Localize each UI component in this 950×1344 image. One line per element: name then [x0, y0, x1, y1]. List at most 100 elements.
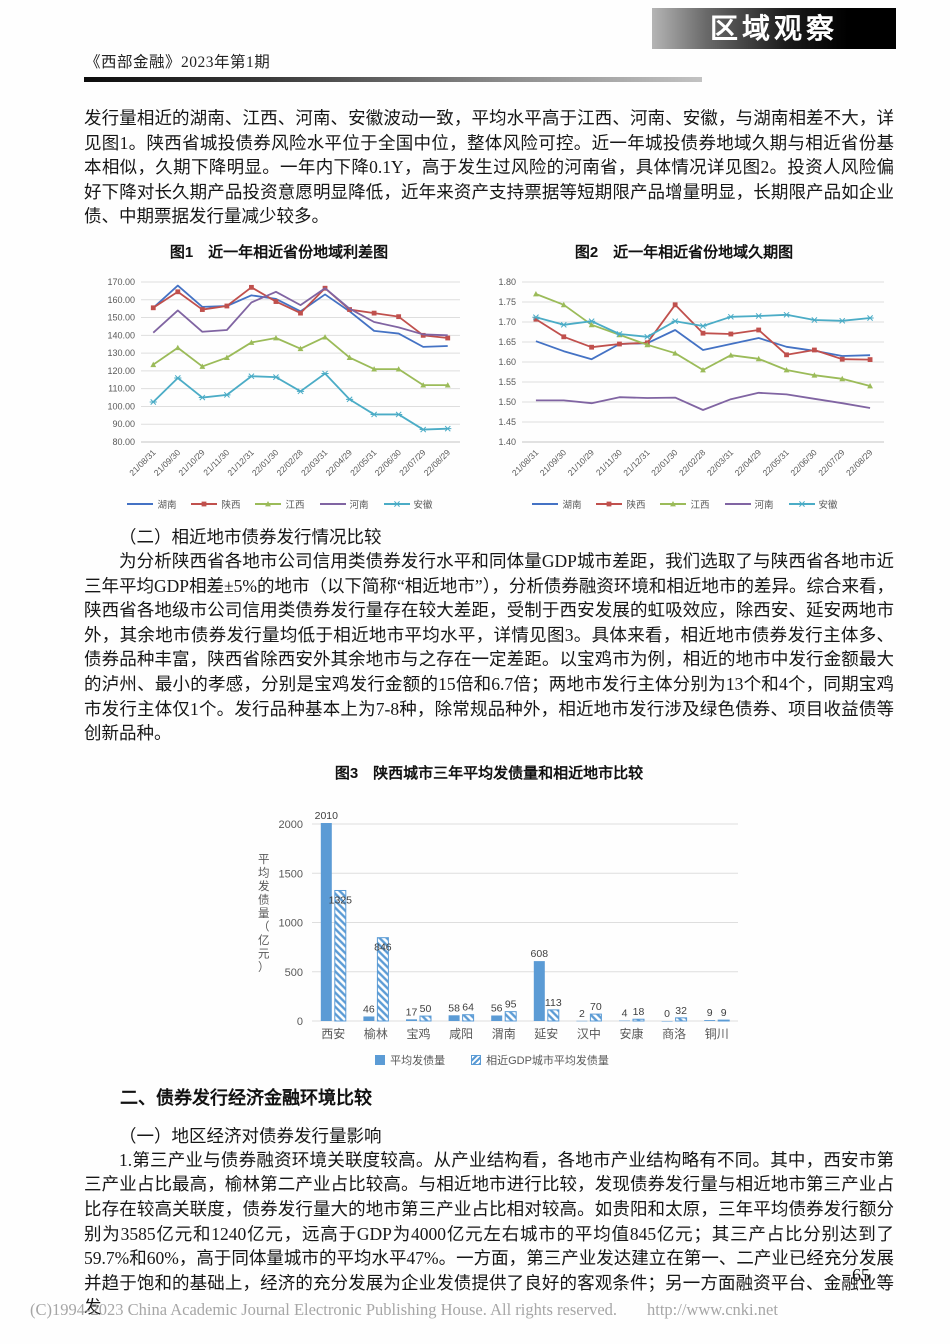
legend-item: 河南: [723, 497, 774, 511]
svg-text:22/08/29: 22/08/29: [844, 447, 875, 478]
fig3-svg: 0500100015002000平均发债量（亿元）西安20101325榆林468…: [258, 810, 738, 1041]
figure-titles-row: 图1 近一年相近省份地域利差图 图2 近一年相近省份地域久期图: [84, 241, 894, 262]
svg-text:21/10/29: 21/10/29: [566, 447, 597, 478]
legend-label: 安徽: [413, 499, 433, 511]
header-rule: [84, 77, 702, 82]
svg-text:17: 17: [406, 1006, 418, 1018]
svg-text:1.45: 1.45: [498, 417, 516, 427]
legend-item: 江西: [658, 497, 710, 511]
figure2-line-chart: 1.40 1.45 1.50 1.55 1.60 1.65 1.70 1.75 1.80 21/0…: [474, 268, 894, 511]
chart-legend: 平均发债量 相近GDP城市平均发债量: [222, 1052, 762, 1068]
legend-label: 陕西: [626, 499, 646, 511]
svg-text:130.00: 130.00: [107, 348, 135, 358]
svg-text:延安: 延安: [534, 1026, 558, 1041]
legend-item: 平均发债量: [375, 1052, 445, 1068]
svg-text:0: 0: [297, 1016, 303, 1028]
svg-text:32: 32: [675, 1005, 687, 1017]
chart-legend: 湖南 陕西 江西 河南 安徽: [84, 497, 474, 511]
svg-text:21/08/31: 21/08/31: [510, 447, 541, 478]
svg-text:1.80: 1.80: [498, 277, 516, 287]
figure1-line-chart: 80.00 90.00 100.00 110.00 120.00 130.00 140.00…: [84, 268, 474, 511]
footer-url: http://www.cnki.net: [647, 1300, 778, 1319]
subsection-heading-economy: （一）地区经济对债券发行量影响: [119, 1125, 382, 1146]
fig2-svg: 1.40 1.45 1.50 1.55 1.60 1.65 1.70 1.75 1.80 21/0…: [498, 277, 884, 478]
fig1-svg: 80.00 90.00 100.00 110.00 120.00 130.00 140.00…: [107, 277, 460, 478]
chart-legend: 湖南 陕西 江西 河南 安徽: [474, 497, 894, 511]
svg-text:平均发债量（亿元）: 平均发债量（亿元）: [258, 854, 270, 974]
legend-label: 江西: [690, 499, 710, 511]
svg-text:榆林: 榆林: [364, 1026, 388, 1041]
figure3-title: 图3 陕西城市三年平均发债量和相近地市比较: [334, 764, 644, 782]
svg-text:0: 0: [664, 1008, 670, 1020]
svg-text:18: 18: [633, 1006, 645, 1018]
svg-text:1.40: 1.40: [498, 437, 516, 447]
svg-text:铜川: 铜川: [705, 1026, 729, 1041]
legend-label: 湖南: [562, 499, 582, 511]
svg-text:113: 113: [545, 997, 562, 1009]
legend-item: 湖南: [530, 497, 581, 511]
svg-text:21/11/30: 21/11/30: [594, 447, 624, 477]
svg-text:22/05/31: 22/05/31: [760, 447, 791, 478]
svg-text:西安: 西安: [321, 1026, 345, 1041]
solid-swatch: [375, 1054, 386, 1065]
svg-text:58: 58: [448, 1002, 460, 1014]
section-heading-economy: 二、债券发行经济金融环境比较: [120, 1087, 372, 1108]
svg-text:90.00: 90.00: [112, 419, 135, 429]
svg-text:2: 2: [579, 1008, 585, 1020]
svg-text:1.70: 1.70: [498, 317, 516, 327]
copyright-text: (C)1994-2023 China Academic Journal Elec…: [30, 1300, 618, 1319]
svg-text:2010: 2010: [315, 810, 339, 822]
figure3-bar-chart: 0 500 1000 1500 2000 平均发债量（亿元） 西安 2010 1325 榆林 46 8…: [222, 791, 762, 1068]
column-banner: 区域观察: [652, 8, 896, 49]
paragraph-bond-comparison: 为分析陕西省各地市公司信用类债券发行水平和同体量GDP城市差距，我们选取了与陕西…: [84, 550, 894, 744]
svg-text:1.55: 1.55: [498, 377, 516, 387]
paragraph-intro: 发行量相近的湖南、江西、河南、安徽波动一致，平均水平高于江西、河南、安徽，与湖南…: [84, 108, 894, 227]
legend-item: 陕西: [189, 497, 240, 511]
legend-label: 江西: [285, 499, 305, 511]
svg-text:21/10/29: 21/10/29: [176, 447, 207, 478]
svg-text:渭南: 渭南: [492, 1026, 516, 1041]
svg-text:咸阳: 咸阳: [449, 1027, 473, 1041]
svg-text:21/09/30: 21/09/30: [538, 447, 569, 478]
legend-label: 河南: [349, 499, 369, 511]
svg-text:608: 608: [531, 948, 549, 960]
svg-text:64: 64: [462, 1001, 474, 1013]
svg-text:1500: 1500: [279, 868, 303, 880]
svg-text:110.00: 110.00: [108, 384, 135, 394]
svg-text:1325: 1325: [329, 894, 353, 906]
legend-item: 河南: [318, 497, 369, 511]
figure3-wrap: 0 500 1000 1500 2000 平均发债量（亿元） 西安 2010 1325 榆林 46 8…: [222, 791, 762, 1068]
svg-text:22/04/29: 22/04/29: [733, 447, 764, 478]
svg-text:170.00: 170.00: [107, 277, 135, 287]
hatched-swatch: [471, 1054, 482, 1065]
svg-text:1.60: 1.60: [498, 357, 516, 367]
legend-item: 陕西: [594, 497, 645, 511]
svg-text:1000: 1000: [279, 917, 303, 929]
legend-item: 安徽: [787, 497, 838, 511]
svg-text:150.00: 150.00: [107, 313, 135, 323]
svg-text:22/02/28: 22/02/28: [677, 447, 708, 478]
legend-item: 江西: [253, 497, 305, 511]
svg-text:95: 95: [505, 998, 517, 1010]
svg-text:商洛: 商洛: [662, 1026, 686, 1041]
legend-label: 河南: [754, 499, 774, 511]
page-number: 65: [852, 1265, 870, 1285]
svg-text:46: 46: [363, 1003, 375, 1015]
svg-text:1.75: 1.75: [498, 297, 516, 307]
svg-text:1.50: 1.50: [498, 397, 516, 407]
legend-item: 相近GDP城市平均发债量: [471, 1052, 609, 1068]
svg-text:70: 70: [590, 1001, 602, 1013]
svg-text:21/12/31: 21/12/31: [621, 447, 652, 478]
svg-text:120.00: 120.00: [107, 366, 135, 376]
legend-item: 安徽: [382, 497, 433, 511]
paragraph-economy: 1.第三产业与债券融资环境关联度较高。从产业结构看，各地市产业结构略有不同。其中…: [84, 1149, 894, 1318]
svg-text:22/06/30: 22/06/30: [788, 447, 819, 478]
svg-text:100.00: 100.00: [107, 401, 135, 411]
footer: (C)1994-2023 China Academic Journal Elec…: [30, 1300, 778, 1320]
legend-item: 湖南: [125, 497, 176, 511]
svg-text:160.00: 160.00: [107, 295, 135, 305]
legend-label: 相近GDP城市平均发债量: [486, 1054, 609, 1067]
page-header: 《西部金融》2023年第1期 区域观察: [84, 0, 896, 96]
svg-text:22/03/31: 22/03/31: [705, 447, 736, 478]
figure2-title: 图2 近一年相近省份地域久期图: [574, 243, 794, 261]
